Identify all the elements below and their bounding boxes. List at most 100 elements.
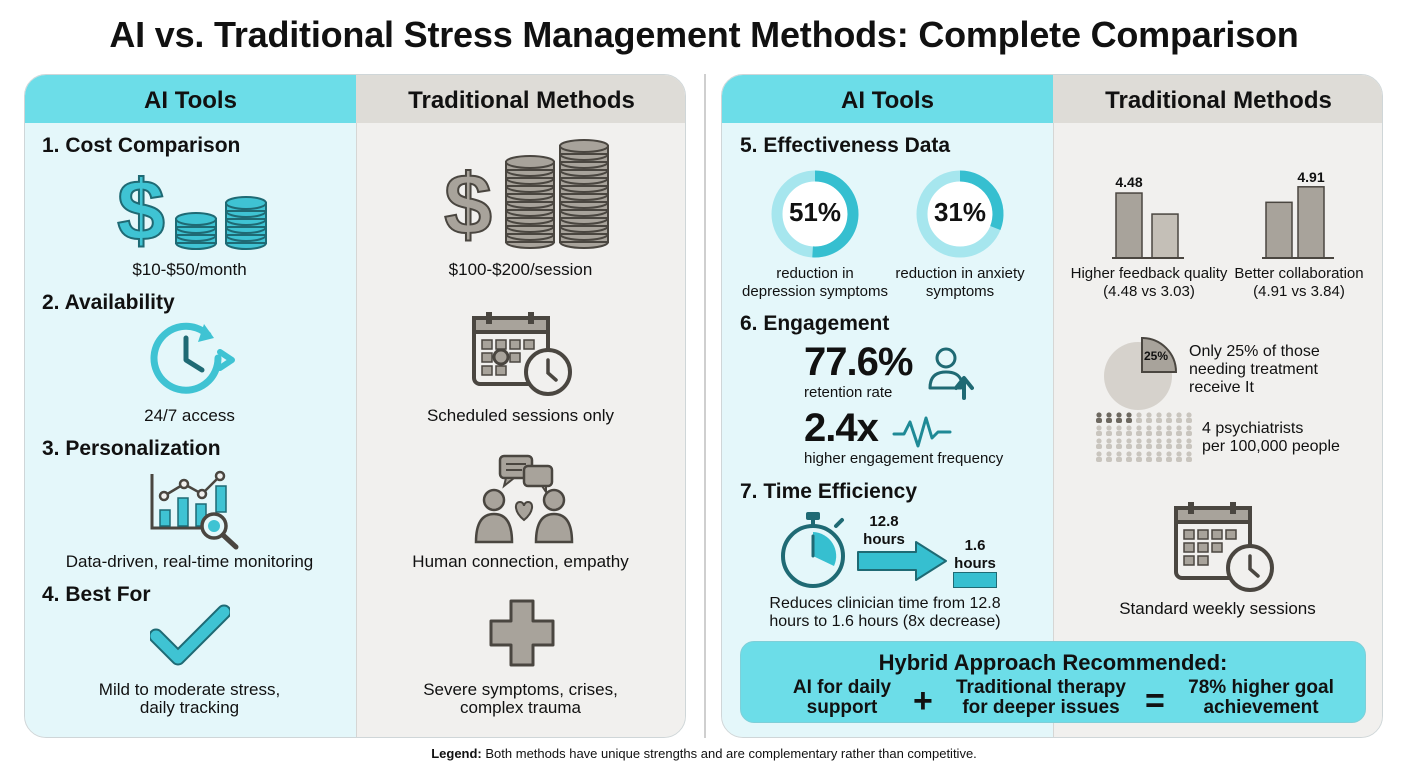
caption-line: reduction in anxiety	[895, 265, 1025, 282]
section-heading-effectiveness: 5. Effectiveness Data	[740, 134, 951, 157]
hybrid-approach-box: Hybrid Approach Recommended: AI for dail…	[740, 641, 1366, 723]
caption-line: reduction in	[776, 265, 854, 282]
person-icon	[1146, 451, 1152, 462]
traditional-best-for-caption: Severe symptoms, crises, complex trauma	[355, 681, 686, 717]
ai-personalization-caption: Data-driven, real-time monitoring	[65, 552, 314, 571]
person-icon	[1186, 412, 1192, 423]
chart-magnifier-icon	[148, 470, 244, 550]
section-heading-time-efficiency: 7. Time Efficiency	[740, 480, 918, 503]
bar-traditional	[1151, 213, 1179, 259]
person-icon	[1186, 451, 1192, 462]
people-heart-icon	[472, 452, 576, 544]
anxiety-reduction-ring: 31%	[913, 167, 1007, 261]
retention-value: 77.6%	[804, 340, 913, 384]
ai-best-for-caption: Mild to moderate stress, daily tracking	[24, 681, 355, 717]
caption-line: (4.91 vs 3.84)	[1253, 283, 1345, 300]
bar-value-label: 4.91	[1297, 169, 1325, 185]
legend-label: Legend:	[431, 746, 482, 761]
caption-line: Reduces clinician time from 12.8	[769, 595, 1001, 612]
person-icon	[1126, 438, 1132, 449]
ai-tools-header: AI Tools	[25, 75, 356, 123]
coin-stack-icon	[502, 138, 612, 250]
clock-refresh-icon	[146, 318, 242, 398]
person-icon	[1176, 412, 1182, 423]
equals-sign: =	[1145, 682, 1165, 720]
caption-line: Better collaboration	[1234, 265, 1364, 282]
ring-value: 51%	[788, 197, 842, 227]
caption-line: Higher feedback quality	[1070, 265, 1228, 282]
pie-label: 25%	[1144, 349, 1168, 363]
caption-line: Only 25% of those	[1189, 343, 1320, 360]
treatment-pie: 25%	[1102, 332, 1182, 412]
bar-ai	[1115, 192, 1143, 259]
hybrid-ai-part: AI for daily support	[767, 678, 917, 718]
psychiatrist-caption: 4 psychiatrists per 100,000 people	[1202, 420, 1340, 456]
caption-line: complex trauma	[460, 698, 581, 717]
page-title: AI vs. Traditional Stress Management Met…	[109, 14, 1299, 55]
depression-reduction-ring: 51%	[768, 167, 862, 261]
person-icon	[1106, 451, 1112, 462]
person-icon	[1156, 438, 1162, 449]
person-icon	[1096, 438, 1102, 449]
person-icon	[1116, 425, 1122, 436]
caption-line: for deeper issues	[962, 697, 1120, 718]
traditional-availability-caption: Scheduled sessions only	[426, 406, 615, 425]
caption-line: support	[806, 697, 878, 718]
traditional-personalization-caption: Human connection, empathy	[412, 552, 629, 571]
person-icon	[1106, 412, 1112, 423]
caption-line: needing treatment	[1189, 361, 1318, 378]
time-caption: Reduces clinician time from 12.8 hours t…	[740, 595, 1030, 631]
anxiety-caption: reduction in anxiety symptoms	[890, 265, 1030, 301]
feedback-quality-caption: Higher feedback quality (4.48 vs 3.03)	[1064, 265, 1234, 301]
person-icon	[1116, 451, 1122, 462]
person-icon	[1136, 425, 1142, 436]
person-icon	[1166, 438, 1172, 449]
person-icon	[1116, 438, 1122, 449]
plus-sign: +	[913, 682, 933, 720]
reduced-time-bar	[953, 572, 997, 588]
legend-text: Both methods have unique strengths and a…	[485, 746, 977, 761]
traditional-cost-caption: $100-$200/session	[448, 260, 593, 279]
caption-line: hours to 1.6 hours (8x decrease)	[769, 613, 1001, 630]
arrow-icon	[856, 540, 948, 582]
person-icon	[1146, 438, 1152, 449]
pulse-icon	[892, 414, 952, 450]
person-icon	[1136, 412, 1142, 423]
section-heading-availability: 2. Availability	[42, 291, 175, 314]
caption-line: (4.48 vs 3.03)	[1103, 283, 1195, 300]
person-icon	[1176, 451, 1182, 462]
legend: Legend: Both methods have unique strengt…	[0, 746, 1408, 761]
time-to-value: 1.6 hours	[946, 537, 1004, 573]
user-up-icon	[928, 346, 974, 400]
caption-line: depression symptoms	[742, 283, 888, 300]
person-icon	[1096, 412, 1102, 423]
calendar-clock-icon	[1172, 500, 1276, 594]
frequency-value: 2.4x	[804, 406, 879, 450]
ai-tools-header: AI Tools	[722, 75, 1053, 123]
ai-cost-caption: $10-$50/month	[132, 260, 247, 279]
person-icon	[1166, 412, 1172, 423]
caption-line: Severe symptoms, crises,	[423, 680, 618, 699]
collaboration-bars: 4.91	[1262, 169, 1342, 262]
ai-column	[25, 75, 356, 737]
person-icon	[1146, 412, 1152, 423]
panel-divider	[704, 74, 706, 738]
frequency-label: higher engagement frequency	[804, 450, 1004, 467]
ai-column	[722, 75, 1053, 737]
person-icon	[1116, 412, 1122, 423]
traditional-methods-header: Traditional Methods	[1053, 75, 1382, 123]
person-icon	[1126, 412, 1132, 423]
person-icon	[1136, 451, 1142, 462]
caption-line: hours	[863, 531, 905, 548]
section-heading-cost: 1. Cost Comparison	[42, 134, 241, 157]
caption-line: receive It	[1189, 379, 1254, 396]
person-icon	[1166, 451, 1172, 462]
person-icon	[1156, 412, 1162, 423]
person-icon	[1186, 438, 1192, 449]
bar-ai	[1297, 186, 1325, 259]
psychiatrist-grid-icon	[1092, 410, 1196, 466]
medical-cross-icon	[487, 597, 557, 669]
depression-caption: reduction in depression symptoms	[740, 265, 890, 301]
ai-availability-caption: 24/7 access	[144, 406, 235, 425]
dollar-icon: $	[112, 168, 170, 250]
